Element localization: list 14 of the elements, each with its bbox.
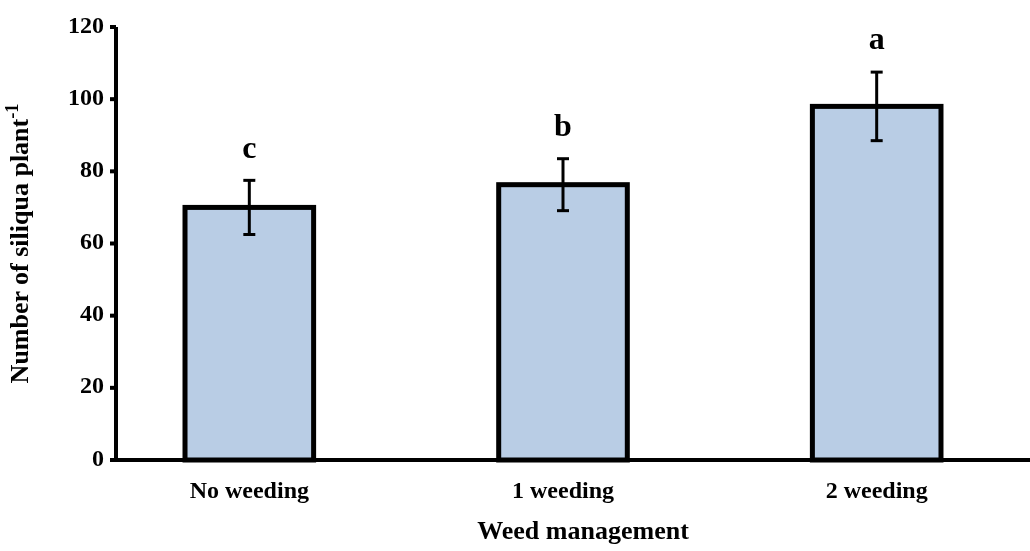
y-tick-label: 60 [80, 228, 104, 255]
x-axis-title: Weed management [477, 516, 690, 545]
y-tick-label: 40 [80, 300, 104, 327]
y-tick-label: 20 [80, 372, 104, 399]
x-tick-label: 1 weeding [512, 477, 614, 503]
y-tick-label: 0 [92, 444, 104, 471]
annotation: b [554, 107, 572, 144]
y-tick-label: 120 [68, 11, 104, 38]
y-tick-label: 80 [80, 155, 104, 182]
x-tick-label: No weeding [189, 477, 309, 503]
annotation: c [242, 128, 257, 165]
x-tick-label: 2 weeding [825, 477, 928, 503]
y-tick-label: 100 [68, 83, 104, 110]
annotation: a [868, 20, 885, 57]
